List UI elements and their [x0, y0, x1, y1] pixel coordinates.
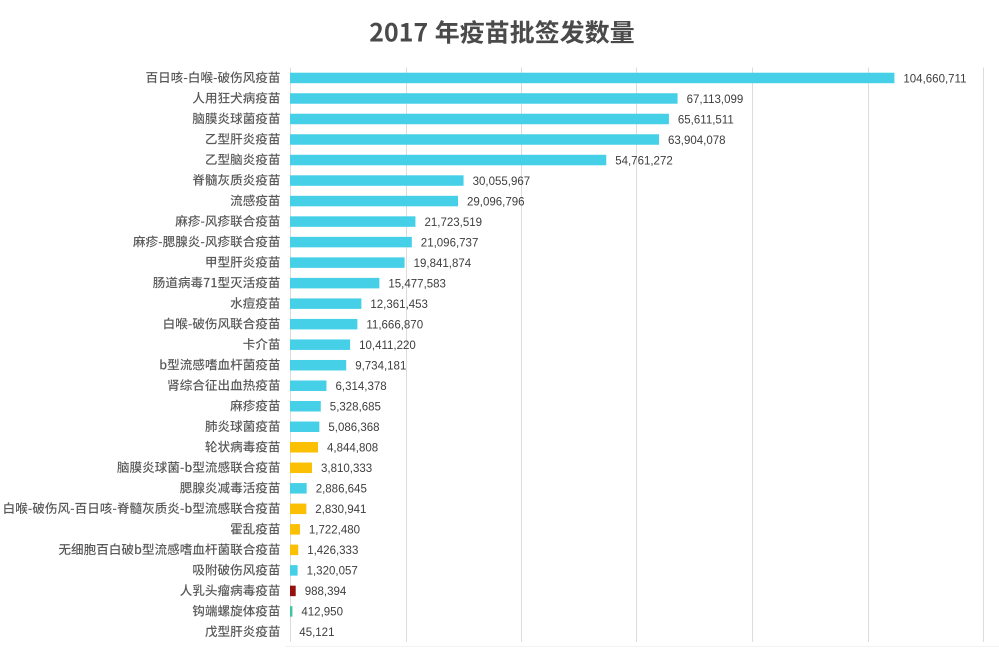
svg-text:11,666,870: 11,666,870 [366, 319, 423, 331]
svg-text:104,660,711: 104,660,711 [903, 73, 966, 85]
svg-text:2,886,645: 2,886,645 [316, 484, 367, 496]
svg-text:21,723,519: 21,723,519 [425, 217, 483, 229]
svg-text:1,722,480: 1,722,480 [309, 525, 360, 537]
svg-text:1,320,057: 1,320,057 [307, 566, 358, 578]
svg-text:2,830,941: 2,830,941 [315, 504, 366, 516]
svg-text:6,314,378: 6,314,378 [336, 381, 387, 393]
svg-text:45,121: 45,121 [299, 627, 334, 639]
svg-text:19,841,874: 19,841,874 [414, 258, 472, 270]
svg-text:29,096,796: 29,096,796 [467, 196, 525, 208]
svg-text:5,328,685: 5,328,685 [330, 402, 381, 414]
svg-text:988,394: 988,394 [305, 586, 347, 598]
svg-text:9,734,181: 9,734,181 [355, 361, 406, 373]
svg-text:10,411,220: 10,411,220 [359, 340, 416, 352]
svg-text:65,611,511: 65,611,511 [678, 114, 734, 126]
svg-text:5,086,368: 5,086,368 [328, 422, 379, 434]
svg-text:12,361,453: 12,361,453 [370, 299, 428, 311]
svg-text:21,096,737: 21,096,737 [421, 237, 479, 249]
svg-text:4,844,808: 4,844,808 [327, 443, 378, 455]
svg-text:63,904,078: 63,904,078 [668, 135, 726, 147]
svg-text:412,950: 412,950 [301, 607, 343, 619]
svg-text:30,055,967: 30,055,967 [473, 176, 531, 188]
svg-text:1,426,333: 1,426,333 [307, 545, 358, 557]
svg-text:15,477,583: 15,477,583 [388, 278, 446, 290]
svg-text:3,810,333: 3,810,333 [321, 463, 372, 475]
svg-text:67,113,099: 67,113,099 [687, 94, 744, 106]
svg-text:54,761,272: 54,761,272 [615, 155, 673, 167]
